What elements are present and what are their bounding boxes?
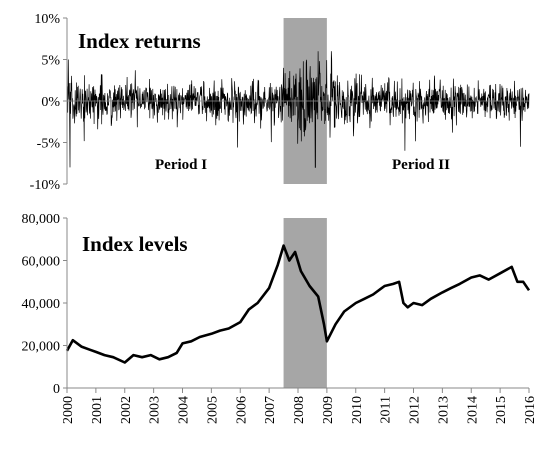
levels-y-tick-label: 0 <box>53 382 60 397</box>
x-tick-label: 2001 <box>90 396 105 424</box>
returns-panel: -10% -5% 0% 5% 10% Index returns Period I Pe… <box>30 12 530 193</box>
returns-series-line <box>66 51 530 168</box>
levels-series-line <box>65 244 531 364</box>
returns-y-tick-label: 5% <box>41 54 60 69</box>
levels-y-tick-label: 40,000 <box>22 297 61 312</box>
x-tick-label: 2004 <box>177 396 192 424</box>
returns-title: Index returns <box>78 29 201 53</box>
x-tick-label: 2011 <box>379 396 394 423</box>
x-tick-label: 2015 <box>494 396 509 424</box>
returns-y-tick-label: -10% <box>30 178 61 193</box>
returns-y-tick-label: 0% <box>41 95 60 110</box>
x-tick-label: 2016 <box>523 396 538 424</box>
returns-y-ticks: -10% -5% 0% 5% 10% <box>30 12 67 193</box>
x-axis-ticks: 2000 2001 2002 2003 2004 2005 2006 2007 2008 2009… <box>61 388 538 424</box>
x-tick-label: 2007 <box>263 396 278 424</box>
x-tick-label: 2008 <box>292 396 307 424</box>
levels-y-ticks: 0 20,000 40,000 60,000 80,000 <box>22 212 67 397</box>
levels-y-tick-label: 60,000 <box>22 255 61 270</box>
x-tick-label: 2014 <box>465 396 480 424</box>
levels-y-tick-label: 80,000 <box>22 212 61 227</box>
returns-y-tick-label: -5% <box>37 137 61 152</box>
x-tick-label: 2002 <box>119 396 134 424</box>
period-2-label: Period II <box>392 157 450 173</box>
period-1-label: Period I <box>155 157 207 173</box>
x-tick-label: 2010 <box>350 396 365 424</box>
x-tick-label: 2013 <box>436 396 451 424</box>
x-tick-label: 2003 <box>148 396 163 424</box>
x-tick-label: 2012 <box>408 396 423 424</box>
x-tick-label: 2000 <box>61 396 76 424</box>
x-tick-label: 2005 <box>205 396 220 424</box>
x-tick-label: 2006 <box>234 396 249 424</box>
x-tick-label: 2009 <box>321 396 336 424</box>
returns-y-tick-label: 10% <box>34 12 60 27</box>
levels-y-tick-label: 20,000 <box>22 340 61 355</box>
levels-title: Index levels <box>82 232 188 256</box>
